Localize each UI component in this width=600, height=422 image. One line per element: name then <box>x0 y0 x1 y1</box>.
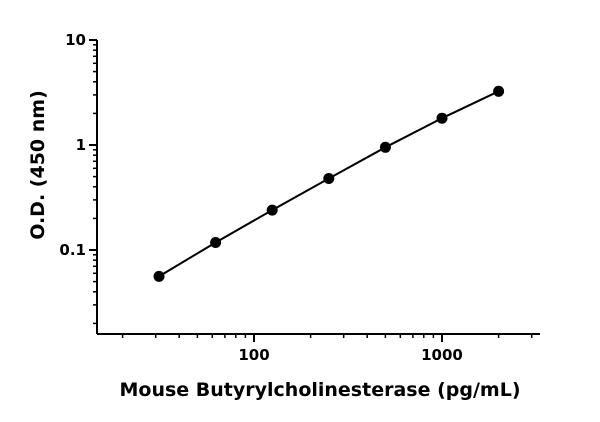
data-point <box>379 141 391 153</box>
data-point <box>153 270 165 282</box>
x-axis-label: Mouse Butyrylcholinesterase (pg/mL) <box>119 379 520 401</box>
x-tick-label: 100 <box>238 346 269 364</box>
series-layer <box>153 85 505 282</box>
data-point <box>266 204 278 216</box>
y-tick-label: 10 <box>65 31 86 49</box>
data-point <box>210 237 222 248</box>
x-tick-label: 1000 <box>421 346 463 364</box>
data-point <box>323 173 335 184</box>
y-axis-label: O.D. (450 nm) <box>27 90 49 240</box>
data-point <box>436 112 448 124</box>
axes: 0.1 1 10 100 1000 <box>59 31 540 364</box>
y-tick-label: 1 <box>76 136 86 154</box>
y-tick-label: 0.1 <box>59 241 86 259</box>
data-point <box>493 85 505 97</box>
